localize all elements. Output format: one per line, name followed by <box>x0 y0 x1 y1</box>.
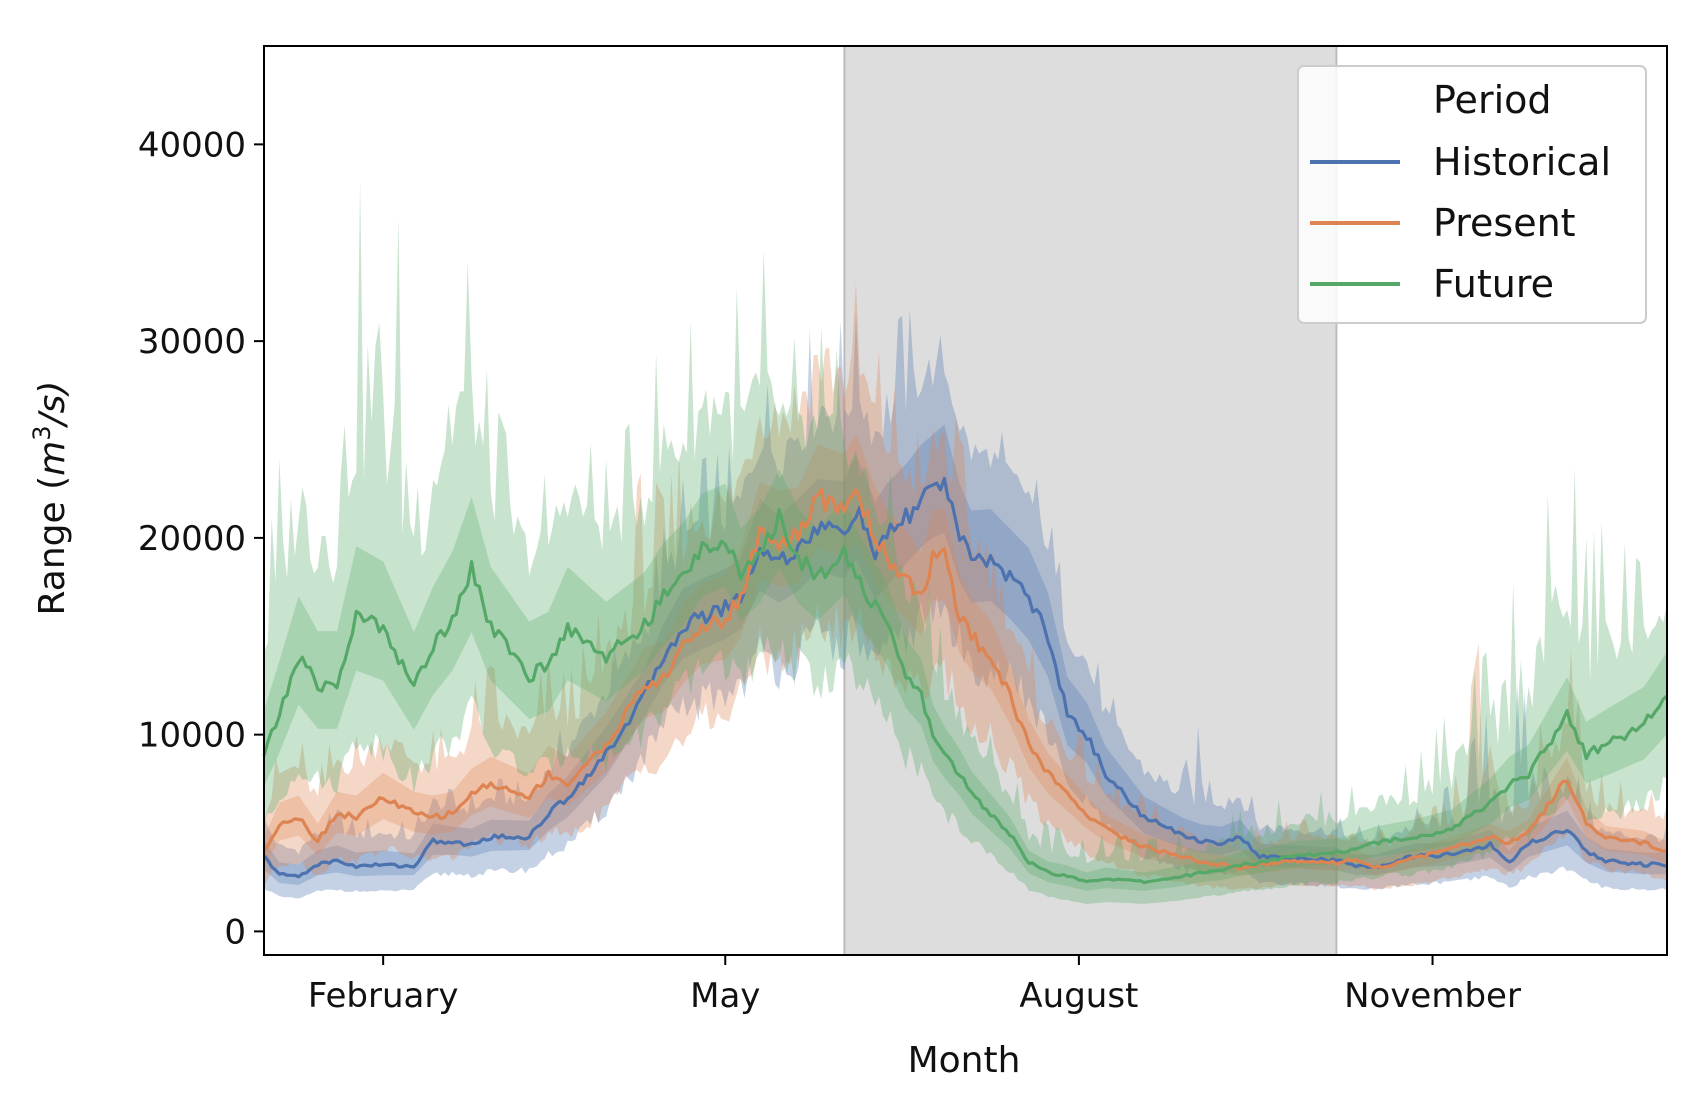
band-inner-present <box>264 434 1667 876</box>
legend-entries: Historical Present Future <box>1310 140 1611 306</box>
legend: Period Historical Present Future <box>1297 65 1647 324</box>
axes-frame <box>263 45 1668 956</box>
band-outer-future <box>264 179 1667 904</box>
legend-label-present: Present <box>1433 201 1576 245</box>
band-outer-present <box>264 282 1667 891</box>
axes: 0 10000 20000 30000 40000 February May August N… <box>28 45 1668 1081</box>
y-axis-title-unit: /s) <box>32 381 73 429</box>
band-inner-future <box>264 469 1667 891</box>
shaded-period-region <box>844 46 1337 955</box>
x-axis-ticks: February May August November <box>308 955 1521 1016</box>
y-axis-title-base: m <box>32 441 73 476</box>
y-tick-label: 20000 <box>138 519 246 559</box>
series-present <box>264 282 1667 891</box>
x-tick-label: November <box>1344 976 1521 1016</box>
band-inner-historical <box>264 424 1667 885</box>
y-axis-title-prefix: Range ( <box>32 476 73 616</box>
line-future <box>262 508 1669 885</box>
y-tick-label: 0 <box>224 912 246 952</box>
legend-title: Period <box>1433 78 1552 122</box>
line-present <box>262 488 1668 871</box>
y-tick-label: 30000 <box>138 322 246 362</box>
x-axis-title: Month <box>908 1040 1021 1081</box>
y-tick-label: 40000 <box>138 125 246 165</box>
x-tick-label: May <box>690 976 760 1016</box>
series-historical <box>264 309 1667 899</box>
x-tick-label: August <box>1019 976 1138 1016</box>
y-axis-ticks: 0 10000 20000 30000 40000 <box>138 125 264 952</box>
plot-area <box>262 46 1669 955</box>
line-historical <box>262 476 1668 879</box>
legend-label-historical: Historical <box>1433 140 1611 184</box>
x-tick-label: February <box>308 976 459 1016</box>
y-axis-title-sup: 3 <box>28 425 56 440</box>
legend-box <box>1297 65 1647 324</box>
y-axis-title: Range (m3/s) <box>28 381 73 616</box>
legend-label-future: Future <box>1433 262 1554 306</box>
series-future <box>264 179 1667 904</box>
band-outer-historical <box>264 309 1667 899</box>
y-tick-label: 10000 <box>138 716 246 756</box>
